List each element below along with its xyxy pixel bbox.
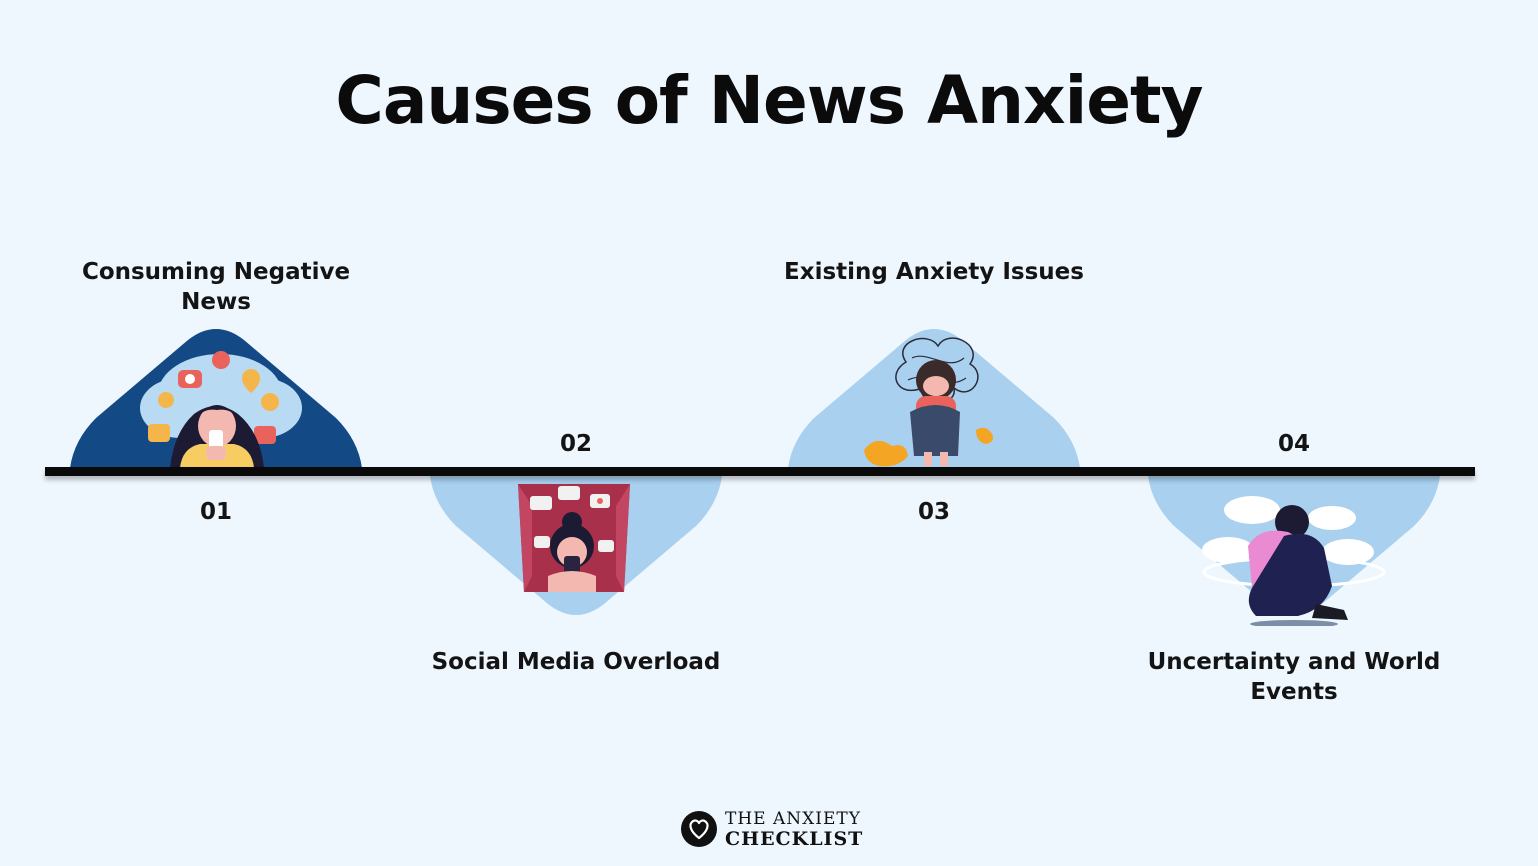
brand-logo: THE ANXIETY CHECKLIST [680,808,863,850]
step-3-illustration [788,329,1080,468]
step-2-number: 02 [559,431,592,457]
step-4-number: 04 [1277,431,1310,457]
page-title: Causes of News Anxiety [335,62,1203,139]
step-1-illustration [70,329,362,468]
step-1-number: 01 [199,499,232,525]
brand-name-line2: CHECKLIST [725,828,864,850]
step-3-number: 03 [917,499,950,525]
step-4-illustration [1148,476,1440,626]
step-1-label: Consuming Negative News [81,259,351,315]
heart-logo-icon [681,811,717,847]
step-2-label: Social Media Overload [431,649,721,675]
timeline-line [45,467,1475,476]
step-4-label: Uncertainty and World Events [1147,649,1441,705]
step-2-illustration [430,476,722,615]
step-3-label: Existing Anxiety Issues [784,259,1084,285]
brand-name-line1: THE ANXIETY [725,809,861,829]
